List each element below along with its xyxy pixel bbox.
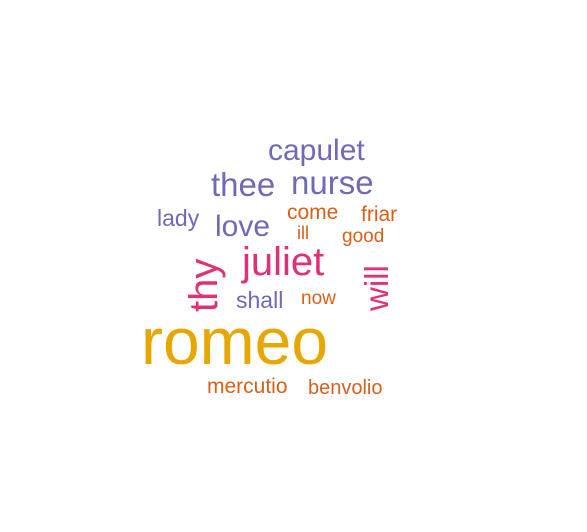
word-thy: thy — [182, 258, 226, 312]
word-good: good — [342, 226, 385, 247]
word-thee: thee — [211, 166, 276, 203]
word-benvolio: benvolio — [308, 377, 383, 399]
word-lady: lady — [157, 205, 200, 231]
word-romeo: romeo — [141, 304, 329, 378]
word-now: now — [301, 288, 336, 309]
word-will: will — [358, 265, 395, 311]
word-shall: shall — [236, 287, 284, 313]
word-love: love — [215, 210, 271, 243]
word-ill: ill — [297, 223, 309, 243]
word-friar: friar — [361, 203, 398, 226]
word-juliet: juliet — [242, 240, 325, 284]
word-come: come — [287, 201, 339, 224]
word-mercutio: mercutio — [207, 375, 288, 398]
word-nurse: nurse — [291, 164, 374, 201]
word-capulet: capulet — [268, 134, 365, 167]
